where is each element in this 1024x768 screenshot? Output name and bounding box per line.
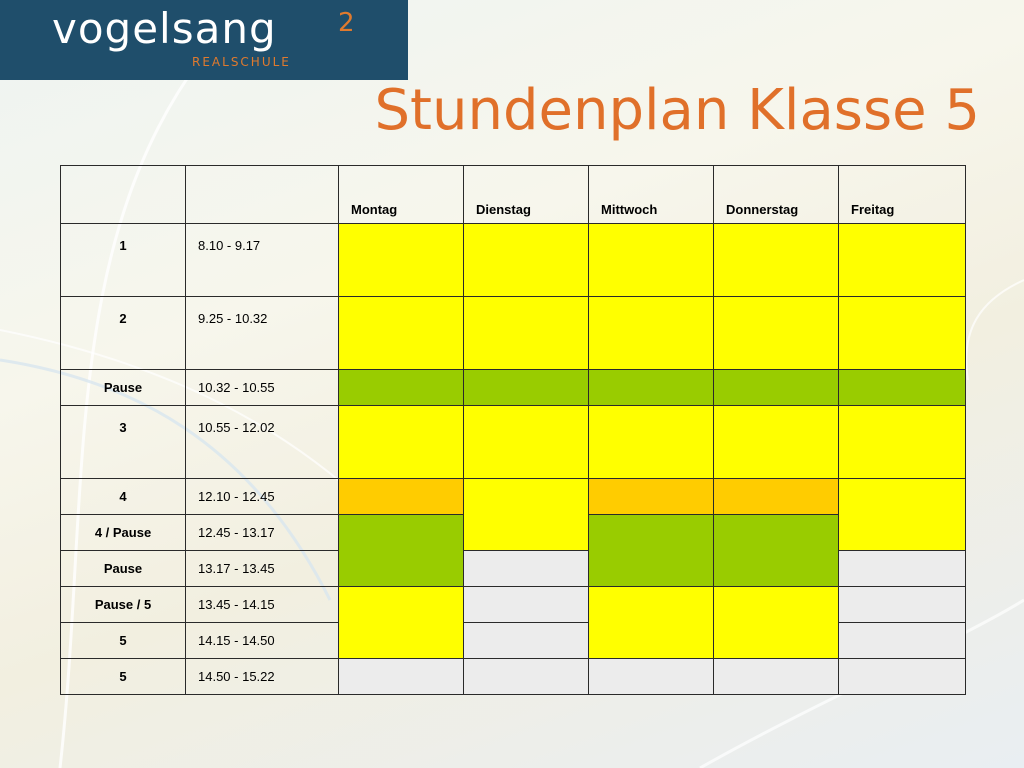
free-cell (338, 658, 464, 695)
time-cell: 13.45 - 14.15 (185, 586, 339, 623)
break-cell (588, 369, 714, 406)
header-row: Montag Dienstag Mittwoch Donnerstag Frei… (60, 165, 966, 224)
lesson-cell (588, 296, 714, 370)
period-cell: 4 (60, 478, 186, 515)
break-cell (338, 514, 464, 587)
table-row: 4 12.10 - 12.45 (60, 478, 966, 551)
timetable: Montag Dienstag Mittwoch Donnerstag Frei… (60, 165, 966, 695)
break-cell (338, 369, 464, 406)
table-row: 4 / Pause 12.45 - 13.17 (60, 514, 966, 587)
time-cell: 13.17 - 13.45 (185, 550, 339, 587)
lesson-cell (463, 296, 589, 370)
free-cell (463, 622, 589, 659)
free-cell (838, 586, 966, 623)
lesson-cell (838, 478, 966, 551)
time-cell: 9.25 - 10.32 (185, 296, 339, 370)
period-cell: 3 (60, 405, 186, 479)
period-cell: 5 (60, 622, 186, 659)
lesson-cell (588, 223, 714, 297)
table-row: Pause 10.32 - 10.55 (60, 369, 966, 406)
period-cell: Pause (60, 369, 186, 406)
break-cell (713, 514, 839, 587)
time-cell: 10.32 - 10.55 (185, 369, 339, 406)
lesson-cell (713, 223, 839, 297)
time-cell: 14.15 - 14.50 (185, 622, 339, 659)
free-cell (463, 586, 589, 623)
table-row: Pause 13.17 - 13.45 (60, 550, 966, 587)
period-cell: 1 (60, 223, 186, 297)
period-cell: 2 (60, 296, 186, 370)
break-cell (463, 369, 589, 406)
table-row: Pause / 5 13.45 - 14.15 (60, 586, 966, 659)
header-cell-empty (185, 165, 339, 224)
period-cell: Pause (60, 550, 186, 587)
school-logo: vogelsang 2 REALSCHULE (0, 0, 408, 80)
lesson-cell (838, 223, 966, 297)
time-cell: 12.45 - 13.17 (185, 514, 339, 551)
time-cell: 12.10 - 12.45 (185, 478, 339, 515)
free-cell (838, 622, 966, 659)
time-cell: 14.50 - 15.22 (185, 658, 339, 695)
header-day: Donnerstag (713, 165, 839, 224)
header-day: Dienstag (463, 165, 589, 224)
time-cell: 8.10 - 9.17 (185, 223, 339, 297)
logo-wordmark: vogelsang (52, 4, 277, 53)
period-cell: Pause / 5 (60, 586, 186, 623)
lesson-cell (338, 405, 464, 479)
short-lesson-cell (588, 478, 714, 515)
lesson-cell (338, 296, 464, 370)
period-cell: 4 / Pause (60, 514, 186, 551)
time-cell: 10.55 - 12.02 (185, 405, 339, 479)
header-day: Montag (338, 165, 464, 224)
lesson-cell (838, 405, 966, 479)
lesson-cell (838, 296, 966, 370)
lesson-cell (713, 586, 839, 659)
header-day: Freitag (838, 165, 966, 224)
header-cell-empty (60, 165, 186, 224)
free-cell (838, 658, 966, 695)
logo-superscript: 2 (338, 8, 355, 38)
lesson-cell (713, 296, 839, 370)
short-lesson-cell (338, 478, 464, 515)
lesson-cell (588, 586, 714, 659)
break-cell (713, 369, 839, 406)
free-cell (838, 550, 966, 587)
free-cell (588, 658, 714, 695)
header-day: Mittwoch (588, 165, 714, 224)
table-row: 3 10.55 - 12.02 (60, 405, 966, 479)
lesson-cell (463, 223, 589, 297)
lesson-cell (588, 405, 714, 479)
table-row: 5 14.50 - 15.22 (60, 658, 966, 695)
short-lesson-cell (713, 478, 839, 515)
free-cell (463, 550, 589, 587)
break-cell (588, 514, 714, 587)
logo-subtitle: REALSCHULE (192, 55, 291, 69)
free-cell (713, 658, 839, 695)
break-cell (838, 369, 966, 406)
table-row: 2 9.25 - 10.32 (60, 296, 966, 370)
lesson-cell (338, 586, 464, 659)
lesson-cell (338, 223, 464, 297)
period-cell: 5 (60, 658, 186, 695)
lesson-cell (463, 405, 589, 479)
lesson-cell (463, 478, 589, 551)
page-title: Stundenplan Klasse 5 (374, 78, 980, 143)
table-row: 1 8.10 - 9.17 (60, 223, 966, 297)
lesson-cell (713, 405, 839, 479)
free-cell (463, 658, 589, 695)
